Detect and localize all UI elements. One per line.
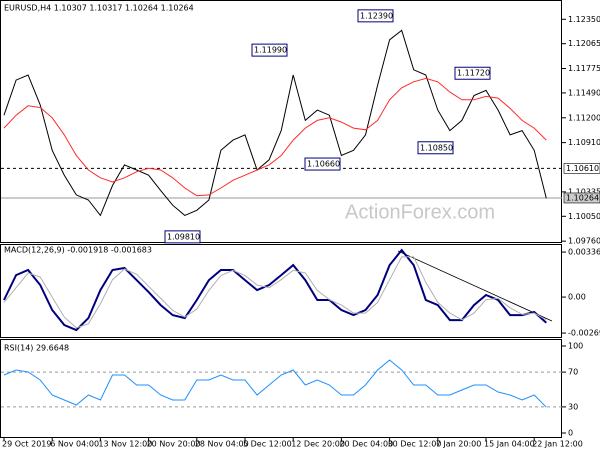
price-label: 1.10264 — [566, 193, 599, 202]
annotation-box — [417, 141, 454, 155]
annotation-box — [164, 230, 201, 244]
annotation-label: 1.10850 — [420, 143, 453, 152]
x-tick-label: 7 Jan 20:00 — [436, 440, 482, 449]
series-line — [3, 77, 547, 197]
x-tick-label: 28 Nov 04:00 — [195, 440, 249, 449]
y-tick-label: 0 — [568, 429, 573, 438]
panel-title: MACD(12,26,9) -0.001918 -0.001683 — [4, 246, 152, 255]
price-label: 1.10610 — [566, 164, 599, 173]
y-tick-label: -0.002691 — [568, 329, 600, 338]
y-tick-label: 0.003362 — [568, 248, 600, 257]
price-label-box — [563, 192, 600, 204]
annotation-label: 1.11990 — [254, 46, 287, 55]
x-tick-label: 5 Dec 12:00 — [243, 440, 292, 449]
y-tick-label: 1.09760 — [568, 237, 600, 246]
y-tick-label: 1.11775 — [568, 64, 600, 73]
x-tick-label: 12 Dec 20:00 — [291, 440, 345, 449]
watermark: ActionForex.com — [345, 201, 495, 223]
annotation-label: 1.09810 — [167, 232, 200, 241]
panel-title: RSI(14) 29.6648 — [4, 344, 69, 353]
y-tick-label: 1.10335 — [568, 187, 600, 196]
annotation-box — [251, 43, 288, 57]
price-panel — [0, 0, 562, 243]
annotation-box — [454, 66, 491, 80]
series-line — [3, 359, 547, 408]
y-tick-label: 1.10910 — [568, 138, 600, 147]
x-tick-label: 15 Jan 04:00 — [484, 440, 535, 449]
x-tick-label: 29 Oct 2019 — [2, 440, 51, 449]
x-tick-label: 22 Jan 12:00 — [532, 440, 583, 449]
y-tick-label: 1.10050 — [568, 212, 600, 221]
trend-line — [397, 250, 553, 322]
series-line — [3, 248, 547, 332]
x-tick-label: 20 Dec 04:00 — [339, 440, 393, 449]
annotation-label: 1.10660 — [307, 160, 340, 169]
x-tick-label: 13 Nov 12:00 — [98, 440, 152, 449]
y-tick-label: 30 — [568, 402, 578, 411]
annotation-label: 1.11720 — [457, 69, 490, 78]
y-tick-label: 1.12065 — [568, 39, 600, 48]
annotation-box — [304, 157, 341, 171]
y-tick-label: 1.11200 — [568, 113, 600, 122]
series-line — [3, 29, 547, 217]
x-tick-label: 20 Nov 20:00 — [147, 440, 201, 449]
x-tick-label: 30 Dec 12:00 — [388, 440, 442, 449]
macd-panel — [0, 244, 562, 338]
y-tick-label: 0.00 — [568, 293, 586, 302]
y-tick-label: 1.11490 — [568, 88, 600, 97]
annotation-box — [357, 9, 394, 23]
panel-title: EURUSD,H4 1.10307 1.10317 1.10264 1.1026… — [4, 4, 194, 13]
price-label-box — [563, 163, 600, 174]
series-line — [3, 256, 547, 329]
y-tick-label: 1.12350 — [568, 15, 600, 24]
y-tick-label: 70 — [568, 368, 578, 377]
annotation-label: 1.12390 — [360, 11, 393, 20]
rsi-panel — [0, 339, 562, 438]
x-tick-label: 6 Nov 04:00 — [50, 440, 99, 449]
y-tick-label: 100 — [568, 342, 583, 351]
